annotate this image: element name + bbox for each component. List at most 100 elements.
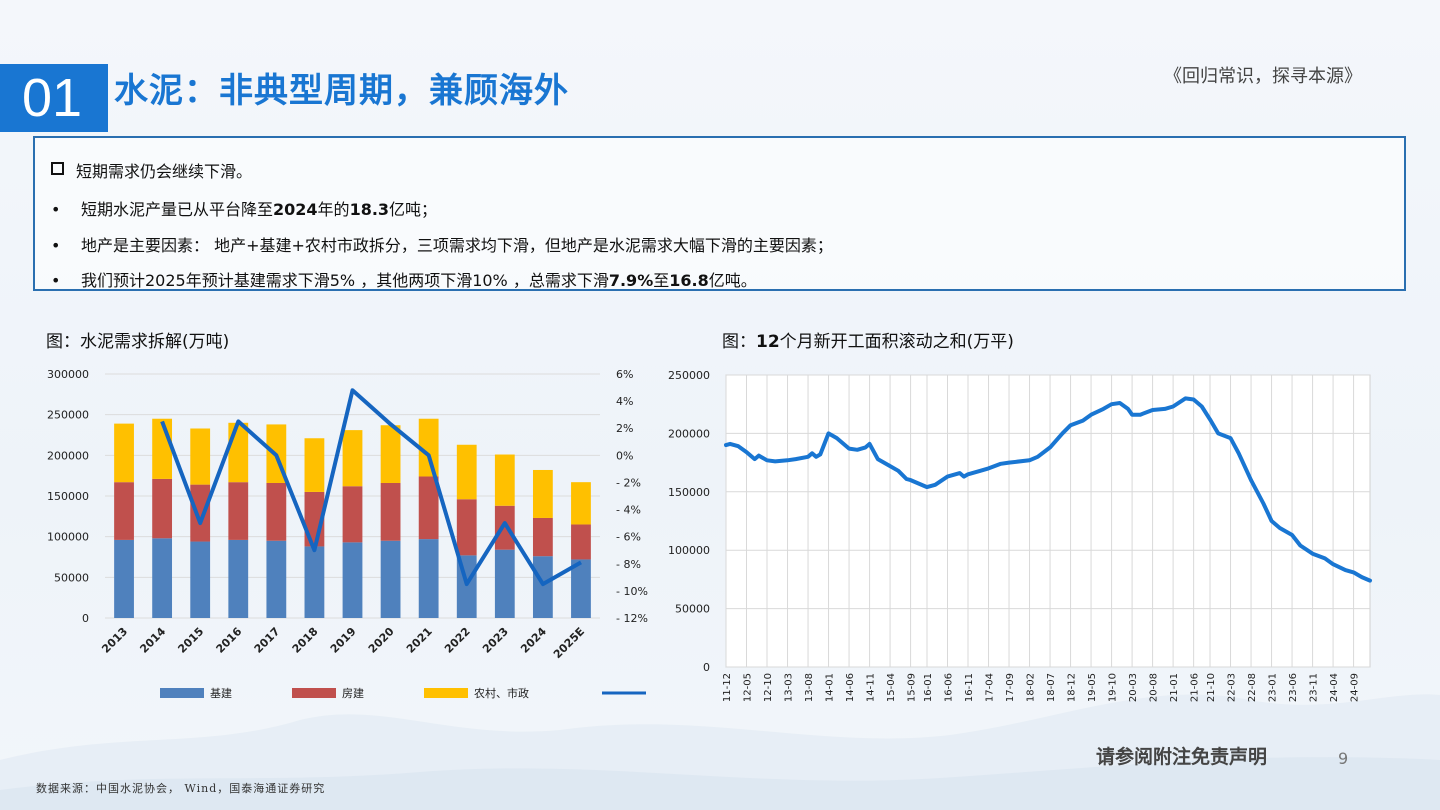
chart1-right-tick: - 8% — [616, 558, 641, 571]
chart2-x-tick: 22-03 — [1227, 673, 1238, 702]
chart2-x-tick: 13-08 — [804, 673, 815, 702]
chart1-bar-segment — [152, 478, 173, 539]
chart1-bar-segment — [532, 469, 553, 518]
chart1-bar-segment — [456, 444, 477, 500]
chart1-x-tick: 2020 — [366, 625, 397, 656]
chart1-bar-segment — [266, 482, 287, 541]
chart1-caption: 图：水泥需求拆解(万吨) — [46, 332, 230, 352]
chart2-x-tick: 18-02 — [1026, 673, 1037, 702]
chart1-right-tick: 2% — [616, 422, 633, 435]
summary-bullet-1: • 短期水泥产量已从平台降至2024年的18.3亿吨； — [51, 200, 438, 219]
chart2-y-tick: 150000 — [668, 486, 710, 499]
chart1-bar-segment — [418, 418, 439, 477]
chart2-x-tick: 16-06 — [944, 673, 955, 702]
cement-demand-chart: 0 50000 100000 150000 200000 250000 300000 6% 4%… — [47, 368, 648, 700]
disclaimer-link[interactable]: 请参阅附注免责声明 — [1096, 746, 1268, 768]
chart1-bar-segment — [342, 486, 363, 543]
chart2-y-tick: 250000 — [668, 369, 710, 382]
data-source-note: 数据来源：中国水泥协会， Wind，国泰海通证券研究 — [36, 782, 326, 795]
chart1-bar-segment — [114, 482, 134, 540]
chart1-left-tick: 150000 — [47, 490, 89, 503]
chart2-plot-area — [725, 374, 1371, 668]
chart1-x-tick: 2013 — [99, 625, 130, 656]
chart2-x-tick: 23-06 — [1288, 673, 1299, 702]
chart1-bar-segment — [228, 539, 249, 618]
chart2-y-tick: 0 — [703, 661, 710, 674]
chart1-legend-marker — [424, 688, 468, 698]
chart1-bar-segment — [228, 422, 249, 483]
chart2-x-tick: 21-06 — [1190, 673, 1201, 702]
chart2-x-tick: 15-04 — [886, 673, 897, 702]
chart1-left-tick: 300000 — [47, 368, 89, 381]
chart1-bar-segment — [228, 482, 249, 540]
summary-bullet-2: • 地产是主要因素： 地产+基建+农村市政拆分，三项需求均下滑，但地产是水泥需求大… — [51, 236, 833, 255]
chart1-bar-segment — [190, 541, 211, 618]
chart2-x-tick: 15-09 — [907, 673, 918, 702]
chart1-x-tick: 2025E — [551, 625, 587, 661]
chart1-legend-label: 农村、市政 — [474, 686, 529, 700]
chart1-legend-marker — [160, 688, 204, 698]
chart2-x-tick: 14-11 — [866, 673, 877, 702]
page-number: 9 — [1338, 749, 1349, 768]
chart1-bar-segment — [342, 430, 363, 487]
chart2-y-tick: 100000 — [668, 544, 710, 557]
slide-title: 水泥：非典型周期，兼顾海外 — [114, 71, 569, 111]
chart1-bar-segment — [418, 539, 439, 618]
chart1-x-tick: 2023 — [480, 625, 511, 656]
chart1-bar-segment — [494, 454, 515, 506]
chart2-x-tick: 17-09 — [1005, 673, 1016, 702]
chart1-right-tick: 4% — [616, 395, 633, 408]
chart1-bar-segment — [114, 423, 134, 483]
chart1-bar-segment — [380, 482, 401, 541]
chart1-bar-segment — [304, 546, 325, 618]
chart2-x-tick: 24-04 — [1329, 673, 1340, 702]
chart1-bar-segment — [571, 559, 591, 618]
chart1-x-tick: 2015 — [175, 625, 206, 656]
summary-bullet-3: • 我们预计2025年预计基建需求下滑5% ，其他两项下滑10% ，总需求下滑7.… — [51, 271, 757, 290]
chart1-bar-segment — [532, 517, 553, 557]
chart2-x-tick: 14-06 — [845, 673, 856, 702]
chart1-bar-segment — [152, 538, 173, 618]
chart1-x-tick: 2016 — [214, 625, 245, 656]
chart1-bar-segment — [152, 418, 173, 479]
chart2-x-tick: 16-01 — [923, 673, 934, 702]
chart1-left-tick: 0 — [82, 612, 89, 625]
chart2-x-tick: 12-05 — [743, 673, 754, 702]
chart2-x-tick: 18-07 — [1046, 673, 1057, 702]
chart1-bar-segment — [418, 476, 439, 540]
chart2-caption: 图：12个月新开工面积滚动之和(万平) — [722, 332, 1014, 352]
chart2-x-tick: 19-10 — [1108, 673, 1119, 702]
chart1-right-tick: - 6% — [616, 531, 641, 544]
chart2-y-tick: 50000 — [675, 603, 710, 616]
chart2-x-tick: 13-03 — [784, 673, 795, 702]
chart1-left-tick: 50000 — [54, 571, 89, 584]
chart1-left-tick: 250000 — [47, 409, 89, 422]
chart1-bar-segment — [190, 428, 211, 485]
section-number-badge: 01 — [0, 64, 108, 132]
chart2-series-line — [724, 396, 1372, 583]
chart1-bar-segment — [532, 556, 553, 618]
chart1-bar-segment — [380, 425, 401, 483]
chart1-bar-segment — [304, 438, 325, 492]
chart2-x-tick: 11-12 — [722, 673, 733, 702]
summary-heading: 短期需求仍会继续下滑。 — [51, 158, 252, 182]
chart1-x-tick: 2018 — [290, 625, 321, 656]
chart1-bar-segment — [571, 524, 591, 560]
chart1-bar-segment — [494, 549, 515, 618]
chart2-y-tick: 200000 — [668, 427, 710, 440]
chart2-x-tick: 22-08 — [1247, 673, 1258, 702]
chart1-x-tick: 2022 — [442, 625, 473, 656]
chart1-bar-segment — [571, 482, 591, 525]
chart1-x-tick: 2014 — [137, 625, 168, 656]
chart1-right-tick: - 12% — [616, 612, 648, 625]
chart1-yoy-line — [160, 388, 582, 587]
chart2-x-tick: 18-12 — [1067, 673, 1078, 702]
chart1-right-tick: 0% — [616, 449, 633, 462]
chart1-right-tick: - 4% — [616, 504, 641, 517]
chart2-x-tick: 21-01 — [1169, 673, 1180, 702]
chart1-legend-label: 基建 — [210, 686, 232, 700]
chart1-right-tick: - 10% — [616, 585, 648, 598]
chart2-x-tick: 16-11 — [964, 673, 975, 702]
chart2-x-tick: 19-05 — [1087, 673, 1098, 702]
chart2-x-tick: 17-04 — [985, 673, 996, 702]
